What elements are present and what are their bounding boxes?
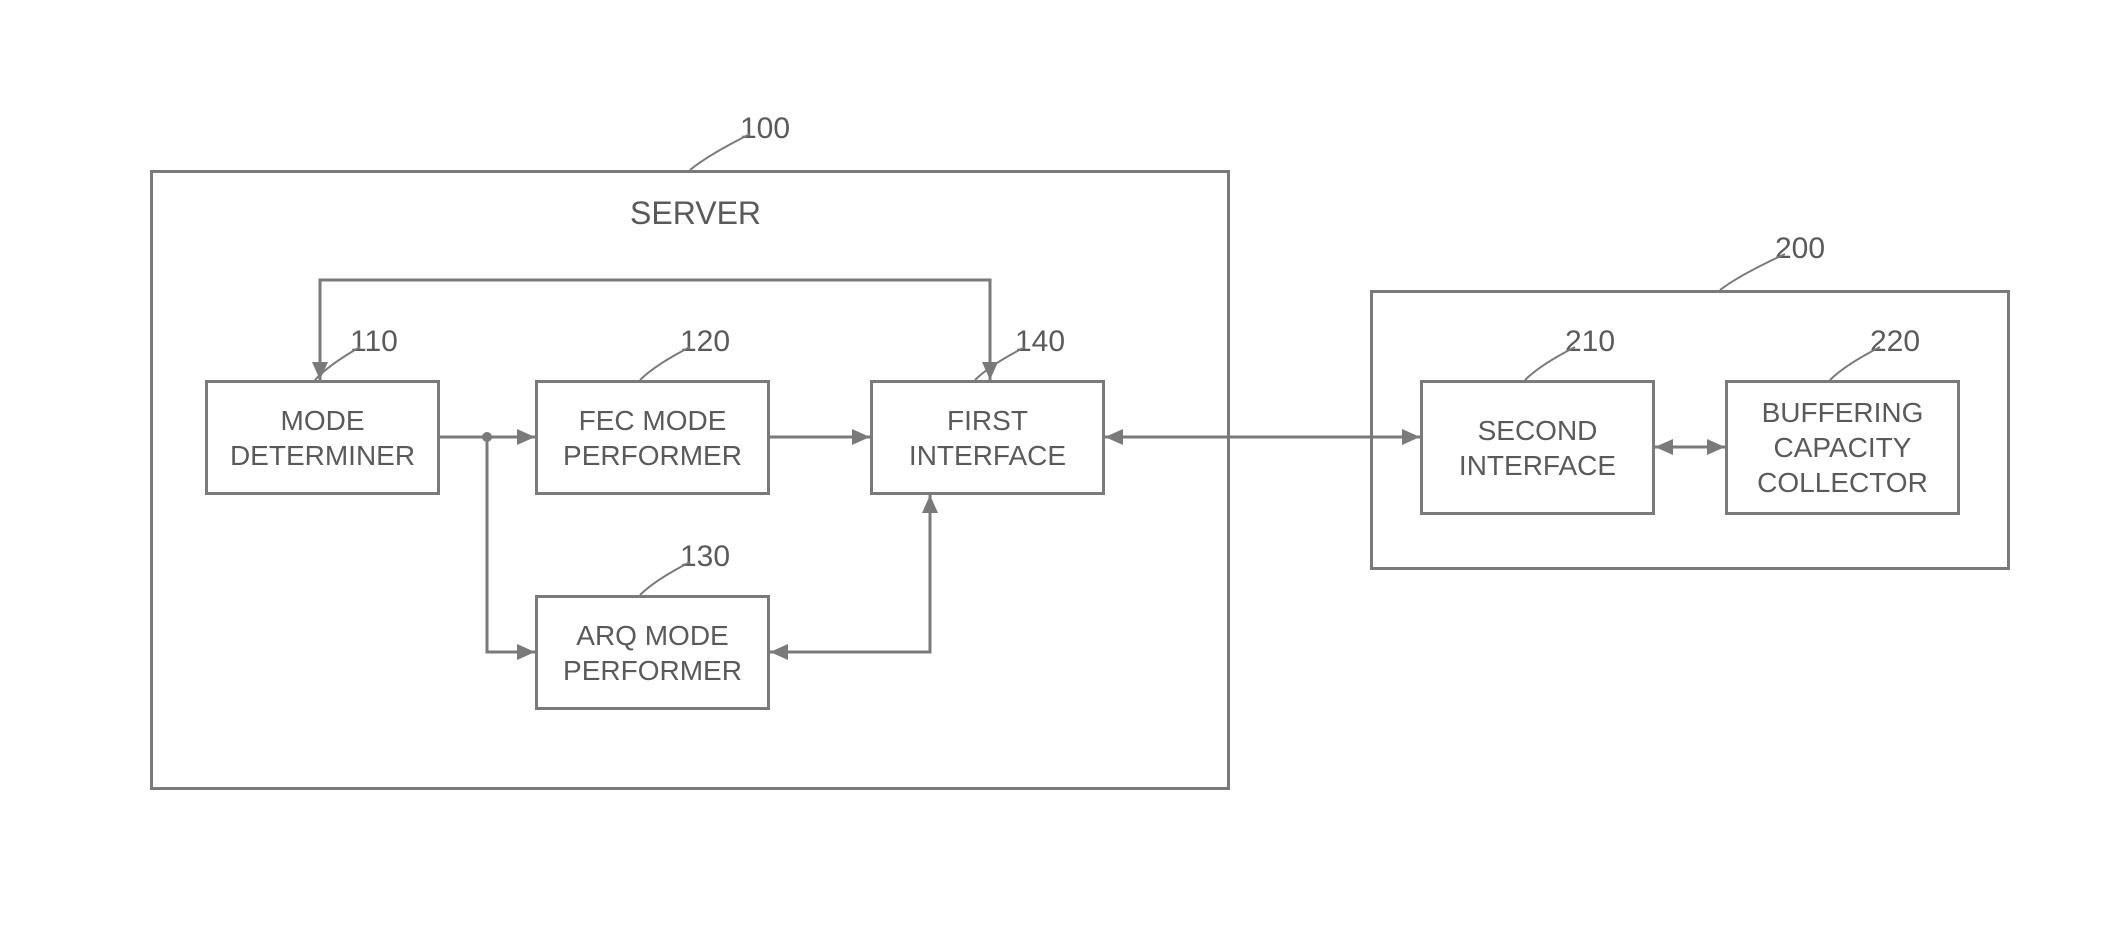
buffering-capacity-collector-block: BUFFERING CAPACITY COLLECTOR [1725, 380, 1960, 515]
arq-mode-performer-ref: 130 [680, 540, 730, 574]
mode-determiner-ref: 110 [350, 325, 398, 359]
fec-mode-performer-block: FEC MODE PERFORMER [535, 380, 770, 495]
arq-mode-performer-block: ARQ MODE PERFORMER [535, 595, 770, 710]
second-interface-ref: 210 [1565, 325, 1615, 359]
client-ref: 200 [1775, 232, 1825, 266]
buffering-capacity-collector-ref: 220 [1870, 325, 1920, 359]
fec-mode-performer-ref: 120 [680, 325, 730, 359]
second-interface-block: SECOND INTERFACE [1420, 380, 1655, 515]
server-title: SERVER [630, 195, 761, 232]
mode-determiner-block: MODE DETERMINER [205, 380, 440, 495]
first-interface-block: FIRST INTERFACE [870, 380, 1105, 495]
first-interface-ref: 140 [1015, 325, 1065, 359]
server-ref: 100 [740, 112, 790, 146]
diagram-canvas: SERVER 100 200 MODE DETERMINER 110 FEC M… [0, 0, 2115, 938]
